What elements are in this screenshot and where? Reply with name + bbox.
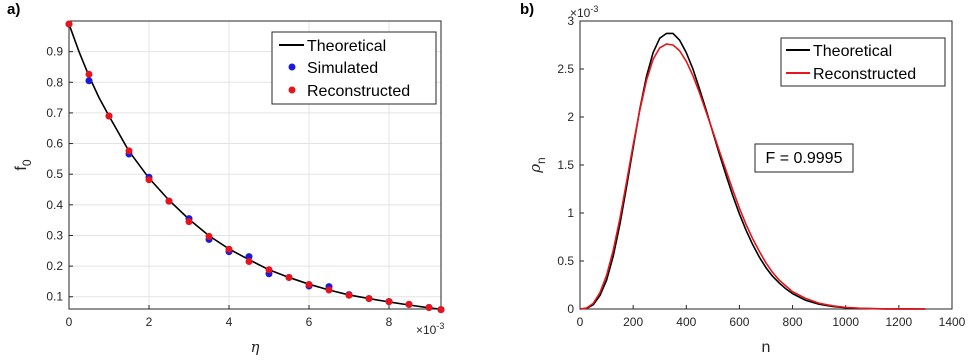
- a-y-axis-label-main: f: [13, 166, 30, 171]
- b-panel-label: b): [520, 1, 534, 18]
- b-x-tick-label: 1200: [886, 315, 913, 329]
- a-y-tick-label: 0.5: [46, 167, 63, 181]
- a-y-tick-label: 0.9: [46, 45, 63, 59]
- a-x-tick-label: 2: [146, 315, 153, 329]
- a-point-reconstructed: [125, 147, 133, 155]
- a-series: [65, 20, 445, 314]
- a-point-reconstructed: [285, 273, 293, 281]
- b-x-tick-label: 200: [623, 315, 643, 329]
- a-y-axis-label: f0: [13, 159, 34, 170]
- a-point-reconstructed: [365, 295, 373, 303]
- b-legend-box: [780, 37, 946, 87]
- b-y-tick-label: 1.5: [557, 158, 574, 172]
- a-y-tick-label: 0.3: [46, 228, 63, 242]
- b-legend: Theoretical Reconstructed: [780, 37, 946, 87]
- b-annotation-text: F = 0.9995: [766, 150, 843, 167]
- a-point-reconstructed: [105, 112, 113, 120]
- b-x-tick-label: 800: [783, 315, 803, 329]
- a-y-ticks: 0.1 0.2 0.3 0.4 0.5 0.6 0.7 0.8 0.9: [46, 45, 73, 304]
- b-x-tick-label: 600: [729, 315, 749, 329]
- b-y-tick-label: 0: [567, 302, 574, 316]
- a-point-reconstructed: [265, 266, 273, 274]
- a-y-tick-label: 0.7: [46, 106, 63, 120]
- b-y-axis-label-main: ρ: [526, 164, 544, 174]
- a-legend-reconstructed-swatch: [288, 86, 296, 94]
- b-series: [579, 32, 926, 310]
- a-point-reconstructed: [165, 197, 173, 205]
- b-x-ticks: 0 200 400 600 800 1000 1200 1400: [577, 305, 966, 329]
- b-y-multiplier-exp: -3: [590, 4, 598, 14]
- a-point-reconstructed: [65, 20, 73, 28]
- a-legend-reconstructed-label: Reconstructed: [307, 83, 410, 100]
- b-y-axis-label: ρn: [526, 157, 548, 174]
- a-legend-simulated-swatch: [288, 63, 296, 71]
- a-point-reconstructed: [437, 306, 445, 314]
- b-x-tick-label: 0: [577, 315, 584, 329]
- a-x-multiplier: ×10-3: [416, 321, 444, 337]
- a-x-ticks: 0 2 4 6 8: [66, 305, 393, 329]
- b-x-tick-label: 1000: [832, 315, 859, 329]
- b-y-tick-label: 3: [567, 14, 574, 28]
- a-point-reconstructed: [345, 291, 353, 299]
- b-y-axis-label-sub: n: [534, 157, 548, 164]
- a-y-tick-label: 0.4: [46, 198, 63, 212]
- a-y-axis-label-sub: 0: [20, 159, 34, 166]
- a-point-reconstructed: [185, 218, 193, 226]
- b-annotation: F = 0.9995: [754, 143, 854, 173]
- a-series-theoretical-line: [68, 23, 442, 311]
- a-x-axis-label: η: [251, 338, 260, 356]
- b-x-axis-label: n: [762, 339, 771, 356]
- a-point-reconstructed: [145, 176, 153, 184]
- b-series-reconstructed-line: [579, 43, 926, 310]
- b-x-tick-label: 1400: [939, 315, 966, 329]
- a-point-reconstructed: [425, 303, 433, 311]
- a-point-reconstructed: [245, 258, 253, 266]
- a-panel-label: a): [7, 1, 20, 18]
- a-point-reconstructed: [405, 300, 413, 308]
- a-plot-area: [68, 20, 442, 310]
- b-y-tick-label: 2.5: [557, 62, 574, 76]
- a-point-simulated: [85, 77, 93, 85]
- b-y-tick-label: 0.5: [557, 254, 574, 268]
- a-y-tick-label: 0.8: [46, 75, 63, 89]
- a-point-simulated: [245, 253, 253, 261]
- a-x-tick-label: 4: [226, 315, 233, 329]
- a-y-tick-label: 0.2: [46, 259, 63, 273]
- a-legend-theoretical-label: Theoretical: [307, 38, 386, 55]
- a-point-reconstructed: [85, 70, 93, 78]
- a-point-reconstructed: [305, 280, 313, 288]
- b-legend-reconstructed-label: Reconstructed: [813, 66, 916, 83]
- b-y-multiplier: ×10-3: [570, 4, 598, 20]
- b-y-multiplier-base: ×10: [570, 6, 591, 20]
- a-x-tick-label: 8: [386, 315, 393, 329]
- b-y-tick-label: 2: [567, 110, 574, 124]
- a-x-tick-label: 0: [66, 315, 73, 329]
- a-legend-simulated-label: Simulated: [307, 60, 378, 77]
- a-point-reconstructed: [225, 245, 233, 253]
- a-y-tick-label: 0.6: [46, 137, 63, 151]
- b-legend-theoretical-label: Theoretical: [813, 43, 892, 60]
- a-point-reconstructed: [205, 232, 213, 240]
- a-point-reconstructed: [385, 298, 393, 306]
- b-x-tick-label: 400: [676, 315, 696, 329]
- a-point-reconstructed: [325, 286, 333, 294]
- b-y-ticks: 0 0.5 1 1.5 2 2.5 3: [557, 14, 584, 316]
- b-y-tick-label: 1: [567, 206, 574, 220]
- a-x-tick-label: 6: [306, 315, 313, 329]
- b-annotation-box: [754, 143, 854, 173]
- a-legend: Theoretical Simulated Reconstructed: [271, 31, 437, 105]
- a-x-multiplier-base: ×10: [416, 323, 437, 337]
- a-x-multiplier-exp: -3: [436, 321, 444, 331]
- a-y-tick-label: 0.1: [46, 290, 63, 304]
